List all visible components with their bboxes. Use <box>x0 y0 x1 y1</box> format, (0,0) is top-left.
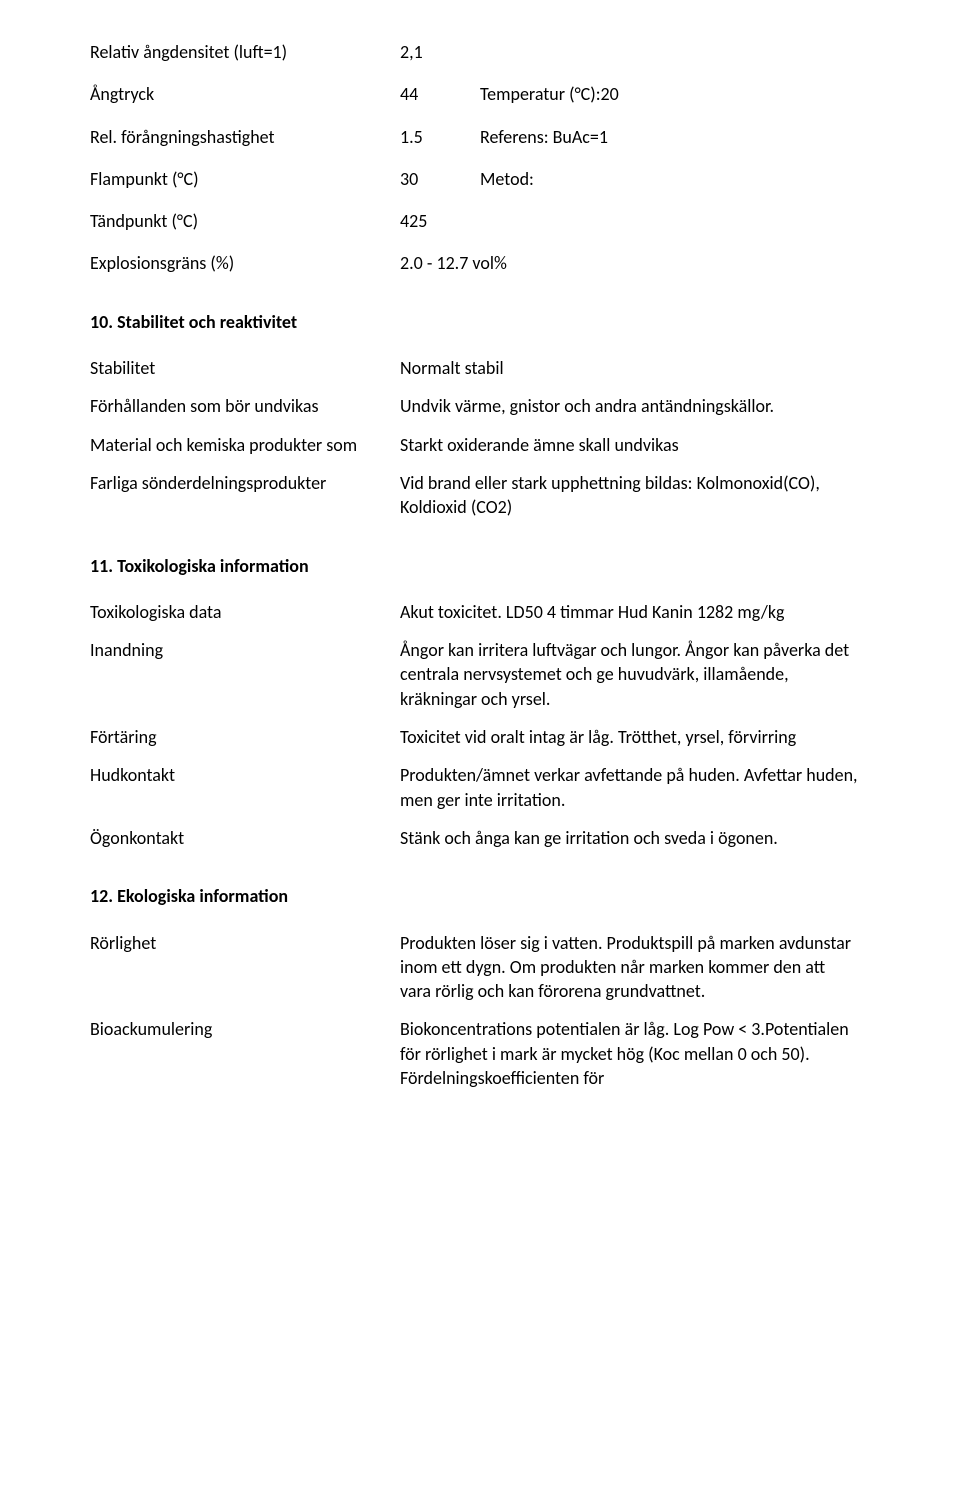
s11-row-skin: Hudkontakt Produkten/ämnet verkar avfett… <box>90 763 870 812</box>
section-10-heading: 10. Stabilitet och reaktivitet <box>90 310 870 334</box>
explosion-value: 2.0 - 12.7 vol% <box>400 251 870 275</box>
s11-inhale-value: Ångor kan irritera luftvägar och lungor.… <box>400 638 870 711</box>
s10-conditions-label: Förhållanden som bör undvikas <box>90 394 400 418</box>
s11-skin-label: Hudkontakt <box>90 763 400 812</box>
flash-extra: Metod: <box>480 167 870 191</box>
evap-label: Rel. förångningshastighet <box>90 125 400 149</box>
row-flash: Flampunkt (°C) 30 Metod: <box>90 167 870 191</box>
ignition-value: 425 <box>400 209 480 233</box>
evap-extra: Referens: BuAc=1 <box>480 125 870 149</box>
s10-materials-label: Material och kemiska produkter som <box>90 433 400 457</box>
explosion-label: Explosionsgräns (%) <box>90 251 400 275</box>
row-density: Relativ ångdensitet (luft=1) 2,1 <box>90 40 870 64</box>
s11-eye-value: Stänk och ånga kan ge irritation och sve… <box>400 826 870 850</box>
s12-mobility-value: Produkten löser sig i vatten. Produktspi… <box>400 931 870 1004</box>
s10-row-conditions: Förhållanden som bör undvikas Undvik vär… <box>90 394 870 418</box>
s12-mobility-label: Rörlighet <box>90 931 400 1004</box>
row-vapor: Ångtryck 44 Temperatur (°C):20 <box>90 82 870 106</box>
s11-ingest-label: Förtäring <box>90 725 400 749</box>
evap-value: 1.5 <box>400 125 480 149</box>
s11-eye-label: Ögonkontakt <box>90 826 400 850</box>
s10-stability-value: Normalt stabil <box>400 356 870 380</box>
ignition-label: Tändpunkt (°C) <box>90 209 400 233</box>
density-label: Relativ ångdensitet (luft=1) <box>90 40 400 64</box>
vapor-label: Ångtryck <box>90 82 400 106</box>
s11-row-inhale: Inandning Ångor kan irritera luftvägar o… <box>90 638 870 711</box>
s11-row-eye: Ögonkontakt Stänk och ånga kan ge irrita… <box>90 826 870 850</box>
page-content: Relativ ångdensitet (luft=1) 2,1 Ångtryc… <box>0 0 960 1487</box>
s12-row-mobility: Rörlighet Produkten löser sig i vatten. … <box>90 931 870 1004</box>
s11-ingest-value: Toxicitet vid oralt intag är låg. Trötth… <box>400 725 870 749</box>
section-12-heading: 12. Ekologiska information <box>90 884 870 908</box>
s12-bioacc-value: Biokoncentrations potentialen är låg. Lo… <box>400 1017 870 1090</box>
vapor-value: 44 <box>400 82 480 106</box>
s11-row-ingest: Förtäring Toxicitet vid oralt intag är l… <box>90 725 870 749</box>
s12-bioacc-label: Bioackumulering <box>90 1017 400 1090</box>
density-extra <box>480 40 870 64</box>
s10-row-stability: Stabilitet Normalt stabil <box>90 356 870 380</box>
spacer <box>90 157 870 167</box>
density-value: 2,1 <box>400 40 480 64</box>
s10-materials-value: Starkt oxiderande ämne skall undvikas <box>400 433 870 457</box>
flash-value: 30 <box>400 167 480 191</box>
spacer <box>90 199 870 209</box>
s10-conditions-value: Undvik värme, gnistor och andra antändni… <box>400 394 870 418</box>
s11-toxdata-value: Akut toxicitet. LD50 4 timmar Hud Kanin … <box>400 600 870 624</box>
spacer <box>90 241 870 251</box>
s10-row-materials: Material och kemiska produkter som Stark… <box>90 433 870 457</box>
row-ignition: Tändpunkt (°C) 425 <box>90 209 870 233</box>
s10-stability-label: Stabilitet <box>90 356 400 380</box>
flash-label: Flampunkt (°C) <box>90 167 400 191</box>
ignition-extra <box>480 209 870 233</box>
spacer <box>90 72 870 82</box>
s11-row-toxdata: Toxikologiska data Akut toxicitet. LD50 … <box>90 600 870 624</box>
s11-inhale-label: Inandning <box>90 638 400 711</box>
spacer <box>90 115 870 125</box>
row-evap: Rel. förångningshastighet 1.5 Referens: … <box>90 125 870 149</box>
s10-decomp-label: Farliga sönderdelningsprodukter <box>90 471 400 520</box>
s11-toxdata-label: Toxikologiska data <box>90 600 400 624</box>
s12-row-bioacc: Bioackumulering Biokoncentrations potent… <box>90 1017 870 1090</box>
vapor-extra: Temperatur (°C):20 <box>480 82 870 106</box>
s10-decomp-value: Vid brand eller stark upphettning bildas… <box>400 471 870 520</box>
s10-row-decomp: Farliga sönderdelningsprodukter Vid bran… <box>90 471 870 520</box>
row-explosion: Explosionsgräns (%) 2.0 - 12.7 vol% <box>90 251 870 275</box>
s11-skin-value: Produkten/ämnet verkar avfettande på hud… <box>400 763 870 812</box>
section-11-heading: 11. Toxikologiska information <box>90 554 870 578</box>
